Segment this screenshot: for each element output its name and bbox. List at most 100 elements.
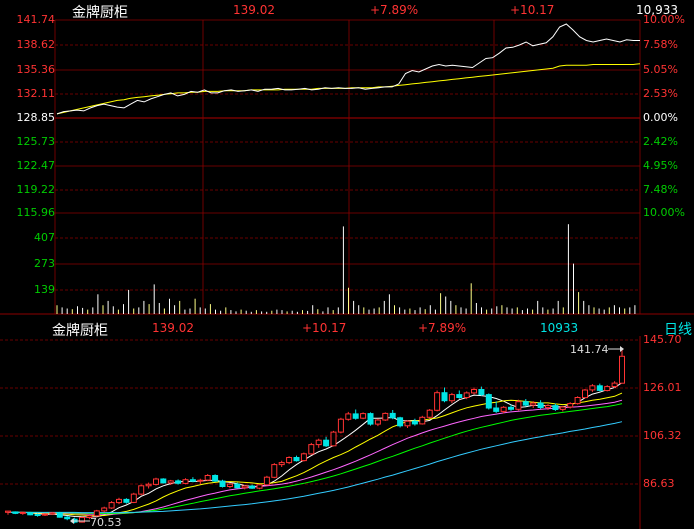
candle-body	[271, 464, 278, 478]
candle-body	[249, 485, 256, 489]
candle-body	[374, 419, 381, 425]
ma10-line	[8, 392, 623, 517]
candle-body	[530, 402, 537, 406]
candle-body	[12, 511, 19, 514]
candle-body	[189, 479, 196, 482]
candle-body	[537, 402, 544, 409]
candle-body	[382, 412, 389, 421]
candle-body	[138, 485, 145, 495]
candle-body	[389, 412, 396, 419]
price-axis-label: 128.85	[16, 111, 56, 124]
pct-axis-label: 0.00%	[643, 111, 678, 124]
pct-axis-label: 4.95%	[643, 159, 678, 172]
candle-body	[411, 420, 418, 425]
candle-body	[522, 401, 529, 406]
candle-body	[64, 516, 71, 520]
daily-candles	[5, 349, 625, 524]
daily-axis-label: 145.70	[643, 333, 682, 346]
candle-body	[426, 409, 433, 418]
candle-body	[485, 394, 492, 409]
candle-body	[545, 405, 551, 409]
candle-body	[49, 512, 56, 515]
pct-axis-label: 5.05%	[643, 63, 678, 76]
candle-body	[397, 417, 404, 427]
pct-axis-label: 10.00%	[643, 13, 685, 26]
pct-axis-label: 7.48%	[643, 183, 678, 196]
candle-body	[515, 401, 522, 410]
candle-body	[323, 439, 330, 447]
candle-body	[330, 431, 337, 447]
candle-body	[604, 386, 611, 392]
low-marker-arrowhead	[70, 518, 74, 524]
pct-axis-label: 10.00%	[643, 206, 685, 219]
daily-change: +10.17	[302, 321, 347, 335]
candle-body	[86, 515, 93, 518]
daily-markers	[70, 346, 624, 524]
ma20-line	[8, 399, 623, 515]
price-axis-label: 141.74	[16, 13, 56, 26]
intraday-change-pct: +7.89%	[370, 3, 419, 17]
candle-body	[582, 389, 588, 399]
candle-body	[419, 416, 426, 425]
candle-body	[574, 397, 581, 405]
daily-price: 139.02	[152, 321, 194, 335]
candle-body	[360, 413, 367, 419]
intraday-volume-bars	[56, 224, 636, 314]
price-axis-label: 122.47	[16, 159, 56, 172]
candle-body	[101, 507, 108, 512]
intraday-price-line	[56, 23, 640, 115]
candle-body	[448, 394, 455, 402]
candle-body	[559, 406, 566, 410]
candle-body	[42, 513, 48, 516]
candle-body	[456, 394, 463, 399]
candle-body	[256, 484, 263, 489]
candle-body	[367, 413, 374, 425]
high-marker-arrowhead	[620, 346, 624, 352]
candle-body	[471, 389, 477, 394]
daily-axis-label: 126.01	[643, 381, 682, 394]
candle-body	[93, 510, 100, 517]
candle-body	[153, 478, 159, 485]
intraday-volume: 10,933	[636, 3, 678, 17]
candle-body	[278, 462, 285, 466]
candle-body	[404, 420, 411, 427]
price-axis-label: 119.22	[16, 183, 56, 196]
candle-body	[300, 453, 307, 462]
candle-body	[219, 480, 226, 488]
volume-axis-label: 407	[34, 231, 55, 244]
candle-body	[493, 407, 500, 412]
ma60-line	[8, 421, 623, 514]
candle-body	[308, 444, 315, 455]
candle-body	[345, 413, 352, 420]
candle-body	[500, 406, 507, 412]
candle-body	[286, 457, 293, 464]
candle-body	[263, 476, 270, 486]
candle-body	[508, 406, 514, 410]
price-axis-label: 138.62	[16, 38, 56, 51]
intraday-price: 139.02	[233, 3, 275, 17]
candle-body	[478, 389, 485, 396]
candle-body	[108, 502, 115, 509]
daily-change-pct: +7.89%	[418, 321, 467, 335]
ma30-line	[8, 403, 623, 515]
pct-axis-label: 7.58%	[643, 38, 678, 51]
candle-body	[234, 483, 241, 489]
candle-body	[204, 475, 211, 481]
volume-axis-label: 139	[34, 283, 55, 296]
intraday-change: +10.17	[510, 3, 555, 17]
daily-ma-lines	[8, 382, 623, 518]
candle-body	[589, 385, 596, 391]
ma5-line	[8, 382, 623, 518]
candle-body	[130, 493, 137, 503]
price-axis-label: 125.73	[16, 135, 56, 148]
intraday-stock-name: 金牌厨柜	[72, 5, 128, 21]
candle-body	[79, 517, 85, 523]
tab-daily-period[interactable]: 日线	[664, 322, 692, 338]
daily-axis-label: 86.63	[643, 477, 675, 490]
candle-body	[619, 355, 625, 384]
candle-body	[596, 385, 603, 391]
candle-body	[441, 392, 448, 402]
chart-grid	[0, 19, 694, 529]
candle-body	[241, 485, 248, 489]
